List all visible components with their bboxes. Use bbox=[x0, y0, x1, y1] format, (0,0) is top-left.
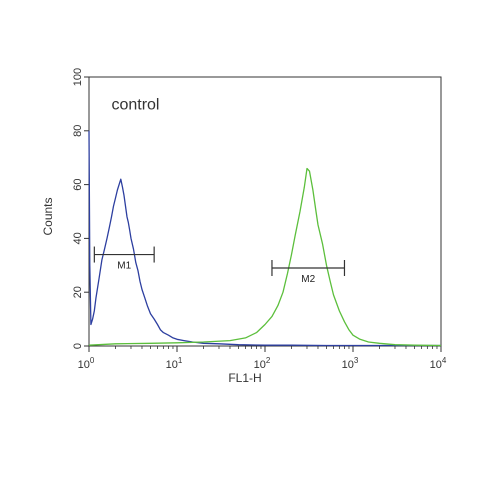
y-tick-label: 60 bbox=[72, 178, 84, 190]
annotation-control: control bbox=[111, 96, 159, 113]
y-tick-label: 20 bbox=[72, 286, 84, 298]
x-axis-ticks: 100 101 102 103 104 bbox=[78, 346, 447, 371]
y-tick-label: 100 bbox=[72, 68, 84, 86]
marker-label: M1 bbox=[117, 261, 131, 272]
y-tick-label: 40 bbox=[72, 232, 84, 244]
marker-m2: M2 bbox=[271, 259, 346, 285]
y-axis-label: Counts bbox=[41, 197, 55, 235]
y-tick-label: 0 bbox=[72, 343, 84, 349]
x-tick-label: 103 bbox=[342, 356, 359, 371]
x-tick-label: 101 bbox=[166, 356, 183, 371]
series-line-1 bbox=[88, 167, 442, 347]
x-tick-label: 102 bbox=[254, 356, 271, 371]
series-line-0 bbox=[88, 130, 441, 347]
y-axis-ticks: 0 20 40 60 80 100 bbox=[72, 68, 89, 349]
x-axis-label: FL1-H bbox=[228, 371, 261, 385]
marker-m1: M1 bbox=[93, 246, 155, 272]
marker-label: M2 bbox=[301, 274, 315, 285]
series-layer bbox=[88, 130, 442, 347]
x-tick-label: 100 bbox=[78, 356, 95, 371]
y-tick-label: 80 bbox=[72, 125, 84, 137]
x-tick-label: 104 bbox=[430, 356, 447, 371]
marker-layer: M1 M2 bbox=[93, 246, 346, 285]
